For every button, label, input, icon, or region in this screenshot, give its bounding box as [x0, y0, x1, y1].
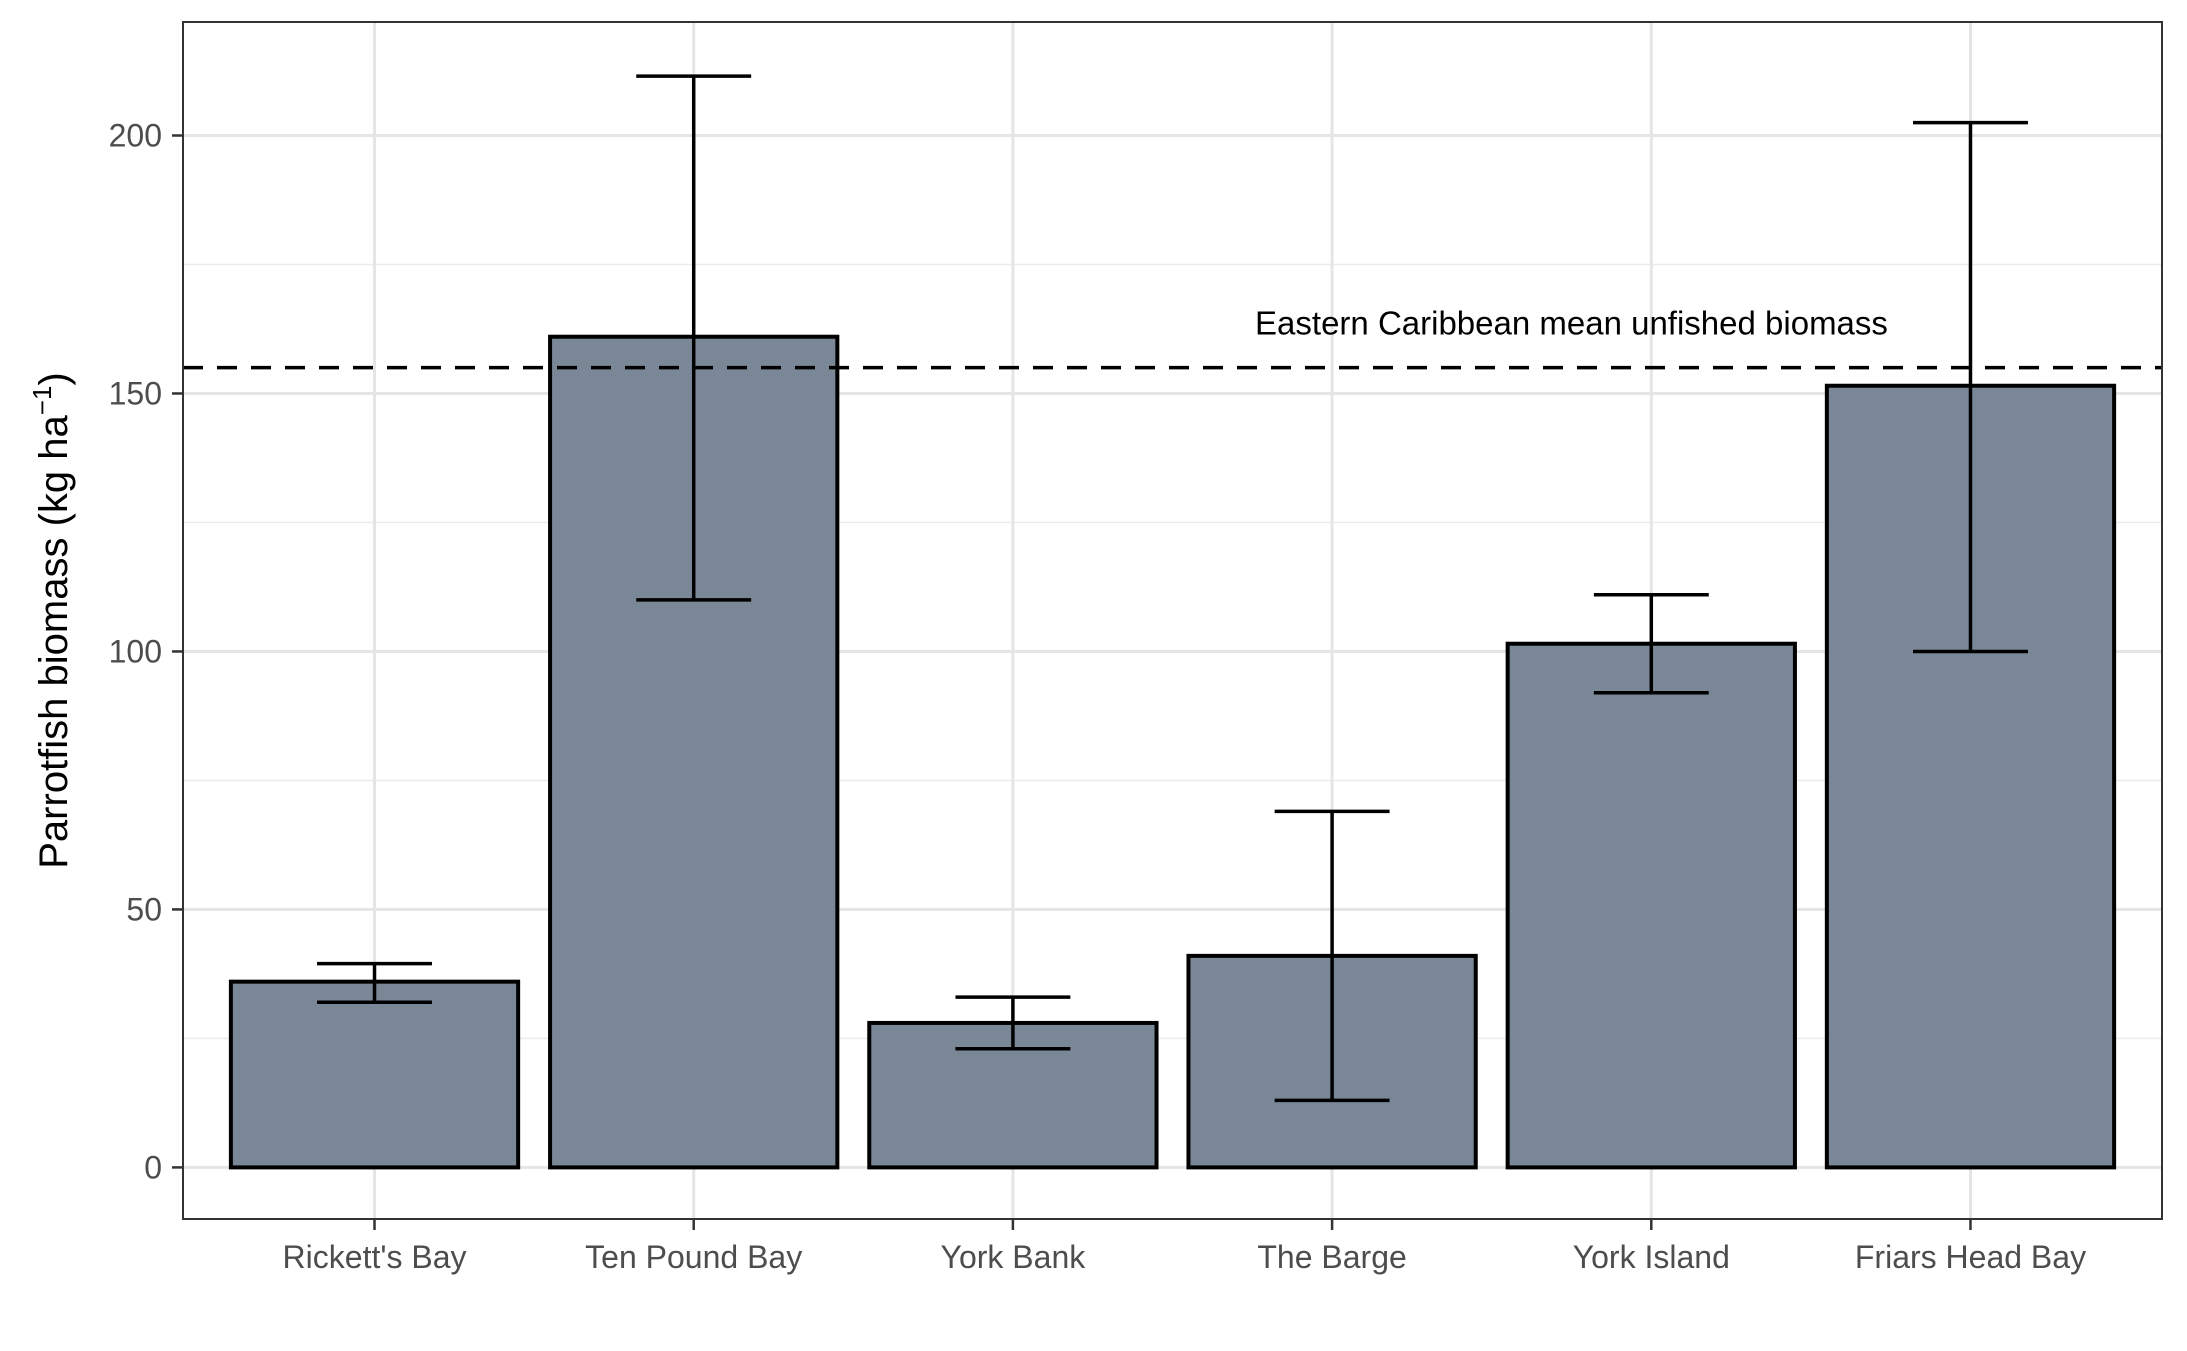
y-tick-label: 100 — [109, 633, 162, 669]
y-tick-label: 0 — [144, 1149, 162, 1185]
error-bar — [636, 74, 752, 602]
x-tick-label: Rickett's Bay — [283, 1239, 467, 1275]
error-bar — [317, 961, 432, 1005]
error-bar — [1913, 120, 2028, 654]
x-axis: Rickett's Bay Ten Pound Bay York Bank The B… — [283, 1219, 2086, 1275]
y-tick-label: 150 — [109, 375, 162, 411]
x-tick-label: Friars Head Bay — [1855, 1239, 2086, 1275]
y-axis: 0 50 100 150 200 — [109, 118, 183, 1185]
error-bar — [955, 995, 1071, 1051]
x-tick-label: Ten Pound Bay — [585, 1239, 802, 1275]
y-axis-title-close: ) — [32, 372, 76, 385]
y-tick-label: 200 — [109, 118, 162, 154]
error-bars-group — [317, 74, 2028, 1103]
error-bar — [1274, 809, 1390, 1103]
error-bar — [1593, 592, 1709, 695]
x-tick-label: York Bank — [941, 1239, 1087, 1275]
bar — [228, 979, 521, 1170]
reference-line-label: Eastern Caribbean mean unfished biomass — [1255, 305, 1888, 342]
plot-panel-border — [182, 21, 2163, 1220]
bar — [1505, 641, 1797, 1170]
y-axis-title: Parrotfish biomass (kg ha−1) — [27, 372, 76, 869]
x-tick-label: The Barge — [1257, 1239, 1406, 1275]
y-tick-label: 50 — [126, 891, 162, 927]
x-tick-label: York Island — [1573, 1239, 1730, 1275]
y-axis-title-superscript: −1 — [27, 386, 57, 416]
y-axis-title-text: Parrotfish biomass (kg ha — [32, 414, 76, 868]
